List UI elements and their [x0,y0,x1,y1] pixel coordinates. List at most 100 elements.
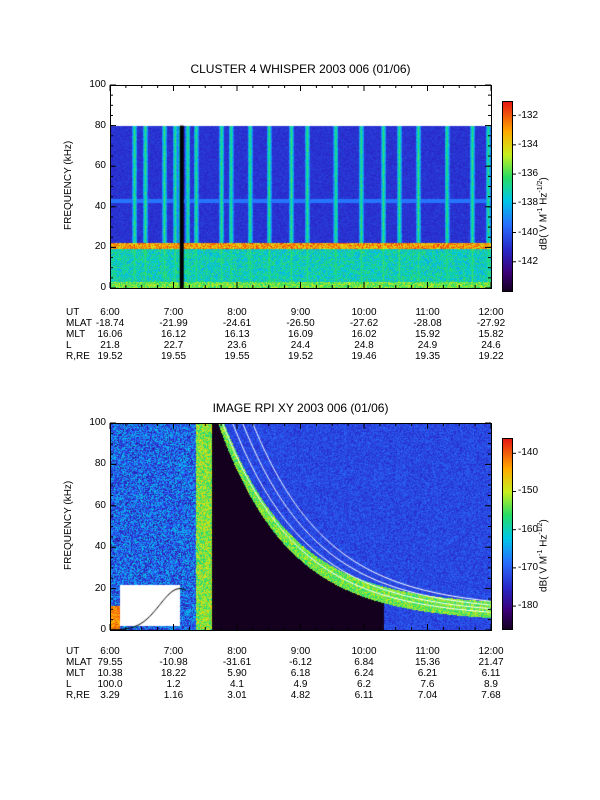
panel2-ytick-label: 0 [100,624,106,635]
panel1-ytick-label: 0 [100,282,106,293]
panel2-title: IMAGE RPI XY 2003 006 (01/06) [212,401,389,415]
panel2-eph-value: 5.90 [227,668,247,679]
panel1-eph-value: 15.92 [414,329,441,340]
panel2-eph-value: 8.9 [484,679,498,690]
panel2-cbar-tick-label: -140 [518,447,539,459]
panel1-eph-value: 7:00 [163,307,184,318]
panel1-eph-value: 22.7 [163,340,184,351]
panel1-eph-value: 12:00 [478,307,504,318]
panel1-eph-value: 10:00 [351,307,377,318]
panel1-colorbar [502,101,512,291]
panel2-ytick-label: 80 [94,458,106,470]
panel1-title: CLUSTER 4 WHISPER 2003 006 (01/06) [190,62,411,76]
panel2-eph-value: 79.55 [97,657,123,668]
panel1-eph-value: 16.13 [224,329,250,340]
panel1-eph-value: 19.46 [351,351,377,362]
panel2-eph-value: 8:00 [227,646,247,657]
panel1-ytick-label: 20 [94,241,106,253]
panel2-eph-value: 6.24 [354,668,374,679]
panel1-eph-value: 23.6 [227,340,247,351]
panel2-eph-value: 4.82 [290,690,311,701]
panel2-eph-name: L [66,679,72,690]
panel1-eph-value: 15.82 [478,329,504,340]
panel2-colorbar [502,438,512,629]
panel1-eph-name: MLAT [66,318,92,329]
panel1-eph-value: 24.9 [417,340,438,351]
panel1-ytick-label: 40 [94,200,106,212]
panel1-cbar-tick-label: -136 [518,168,539,180]
panel2-eph-value: 15.36 [414,657,441,668]
panel2-ytick-label: 60 [94,499,106,511]
panel2-ytick-label: 100 [89,417,106,428]
panel2-eph-value: 6.21 [417,668,438,679]
panel2-eph-value: 3.29 [100,690,120,701]
panel1-ytick-label: 60 [94,160,106,172]
panel2-cbar-tick-label: -170 [518,561,539,573]
panel1-eph-value: 16.06 [97,329,123,340]
panel2-ytick-label: 20 [94,582,106,594]
panel2-eph-value: 12:00 [478,646,504,657]
panel2-eph-name: R,RE [66,690,90,701]
panel1-cbar-frame [502,101,513,292]
panel2-eph-value: 4.9 [293,679,308,690]
panel1-eph-value: 24.8 [354,340,374,351]
panel2-spectrogram [110,423,491,630]
panel2-cbar-tick-label: -160 [518,523,539,535]
panel1-eph-value: 24.4 [290,340,311,351]
panel2-eph-value: 6.84 [354,657,374,668]
panel2-eph-name: MLAT [66,657,92,668]
panel2-eph-value: -6.12 [289,657,312,668]
panel1-eph-value: 19.55 [160,351,187,362]
panel2-eph-value: 7:00 [163,646,184,657]
panel2-eph-value: 6.11 [481,668,501,679]
panel2-eph-value: 6.18 [290,668,311,679]
panel2-eph-value: -31.61 [222,657,252,668]
panel1-ytick-label: 100 [89,79,106,90]
panel1-eph-value: 8:00 [227,307,247,318]
panel2-eph-value: 9:00 [290,646,311,657]
panel1-eph-value: -24.61 [222,318,252,329]
panel1-eph-value: 19.52 [287,351,314,362]
panel1-eph-value: 19.35 [414,351,441,362]
panel1-eph-name: MLT [66,329,86,340]
panel2-eph-value: 10:00 [351,646,377,657]
panel1-eph-value: 21.8 [100,340,120,351]
panel2-cbar-frame [502,438,513,630]
panel2-cbar-tick-label: -150 [518,485,539,497]
panel2-eph-value: 7.68 [481,690,501,701]
panel1-eph-value: -26.50 [286,318,315,329]
panel1-eph-value: 24.6 [481,340,501,351]
panel2-eph-value: 10.38 [97,668,123,679]
panel1-eph-value: 6:00 [100,307,120,318]
panel2-eph-value: 3.01 [227,690,247,701]
panel2-eph-name: MLT [66,668,86,679]
panel1-eph-value: 16.02 [351,329,377,340]
panel1-eph-value: -27.92 [476,318,506,329]
panel2-eph-value: 6:00 [100,646,120,657]
panel2-eph-value: 7.6 [420,679,435,690]
panel1-cbar-tick-label: -138 [518,197,539,209]
panel2-eph-value: 21.47 [478,657,504,668]
panel2-eph-value: 7.04 [417,690,438,701]
panel1-cbar-tick-label: -142 [518,255,539,267]
panel1-ytick-label: 80 [94,119,106,131]
panel1-eph-name: L [66,340,72,351]
panel1-cbar-tick-label: -134 [518,138,539,150]
panel1-eph-value: 16.09 [287,329,314,340]
panel1-eph-value: -18.74 [95,318,125,329]
panel2-frame [110,423,492,631]
panel2-eph-value: -10.98 [159,657,188,668]
panel1-cbar-tick-label: -132 [518,109,539,121]
panel1-eph-value: 11:00 [415,307,440,318]
panel2-ytick-label: 40 [94,541,106,553]
panel1-eph-value: 19.55 [224,351,250,362]
panel1-eph-value: 16.12 [160,329,187,340]
panel2-cbar-tick-label: -180 [518,600,539,612]
panel1-eph-value: -21.99 [159,318,188,329]
panel1-eph-value: 19.52 [97,351,123,362]
panel1-eph-value: -27.62 [349,318,379,329]
panel2-eph-value: 6.11 [354,690,374,701]
panel2-eph-value: 18.22 [160,668,187,679]
panel2-eph-value: 100.0 [97,679,123,690]
